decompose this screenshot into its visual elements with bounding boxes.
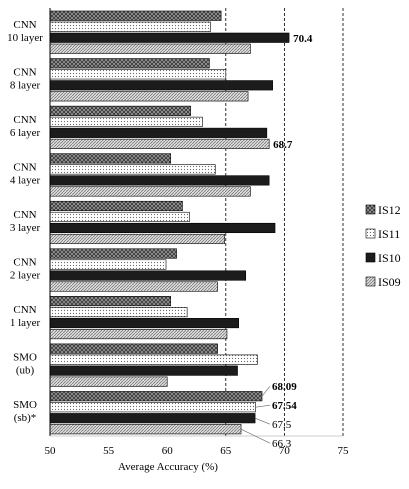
category-label: CNN 6 layer	[10, 114, 41, 139]
bar-is12	[49, 153, 172, 164]
legend-label-is11: IS11	[378, 227, 400, 241]
data-label: 67.5	[272, 419, 292, 431]
bar-is12	[49, 200, 183, 212]
bars	[49, 10, 290, 435]
data-label-leader	[254, 417, 271, 425]
x-tick-label: 70	[279, 445, 291, 457]
bar-is10	[49, 413, 256, 424]
bar-is12	[49, 105, 191, 116]
data-label-leader	[255, 404, 271, 408]
bar-is11	[49, 164, 216, 175]
bar-is12	[49, 248, 177, 259]
bar-is10	[49, 32, 290, 43]
legend-label-is10: IS10	[378, 251, 401, 265]
category-label: CNN 1 layer	[10, 304, 41, 329]
category-labels: CNN 10 layer CNN 8 layer CNN 6 layer CNN 4 laye…	[7, 19, 43, 424]
data-label-leader	[261, 386, 271, 397]
category-label: CNN 10 layer	[7, 19, 43, 44]
bar-is10	[49, 270, 247, 281]
legend-swatch-is12	[365, 204, 376, 215]
data-label-leader	[240, 428, 271, 444]
bar-is10	[49, 80, 273, 91]
bar-is09	[49, 233, 225, 245]
bar-is12	[49, 58, 210, 69]
bar-is11	[49, 259, 167, 270]
bar-is12	[49, 391, 263, 402]
data-label: 67.54	[272, 400, 297, 412]
bar-is11	[49, 402, 256, 413]
bar-is10	[49, 175, 270, 186]
legend-swatch-is09	[365, 276, 376, 287]
legend: IS12 IS11 IS10 IS09	[365, 203, 401, 289]
bar-is11	[49, 21, 211, 32]
bar-is12	[49, 296, 172, 307]
x-tick-label: 50	[45, 445, 57, 457]
bar-is11	[49, 354, 258, 365]
legend-label-is12: IS12	[378, 203, 401, 217]
x-tick-label: 60	[162, 445, 174, 457]
x-tick-label: 55	[103, 445, 115, 457]
category-label: CNN 3 layer	[10, 209, 41, 234]
data-label: 66.3	[272, 438, 292, 450]
category-label: CNN 8 layer	[10, 66, 41, 91]
data-label: 68.09	[272, 381, 297, 393]
gridlines	[225, 8, 344, 436]
bar-is11	[49, 211, 190, 223]
bar-is09	[49, 329, 228, 340]
bar-is09	[49, 186, 251, 197]
bar-is09	[49, 424, 242, 435]
bar-is09	[49, 91, 249, 102]
bar-is10	[49, 365, 238, 376]
bar-is12	[49, 10, 222, 21]
x-axis: Average Accuracy (%) 50 55 60 65 70 75	[45, 8, 350, 473]
bar-is09	[49, 376, 168, 387]
category-label: CNN 4 layer	[10, 161, 41, 186]
x-tick-label: 75	[338, 445, 350, 457]
bar-is09	[49, 281, 218, 292]
category-label: SMO (sb)*	[13, 399, 37, 424]
category-label: SMO (ub)	[13, 352, 37, 377]
bar-is11	[49, 69, 227, 80]
x-axis-title: Average Accuracy (%)	[118, 461, 218, 473]
data-label: 70.4	[293, 33, 313, 45]
category-label: CNN 2 layer	[10, 257, 41, 282]
bar-is09	[49, 138, 270, 149]
bar-is10	[49, 222, 276, 234]
bar-is10	[49, 127, 268, 138]
bar-is10	[49, 318, 239, 329]
bar-is11	[49, 116, 203, 127]
bar-is09	[49, 43, 251, 54]
bar-is11	[49, 307, 188, 318]
data-label: 68.7	[273, 139, 293, 151]
legend-swatch-is11	[365, 228, 376, 239]
legend-label-is09: IS09	[378, 275, 401, 289]
x-tick-label: 65	[220, 445, 232, 457]
bar-is12	[49, 343, 218, 354]
data-labels: 70.4 68.7 68.09 67.54 67.5 66.3	[240, 33, 313, 450]
legend-swatch-is10	[365, 252, 376, 263]
